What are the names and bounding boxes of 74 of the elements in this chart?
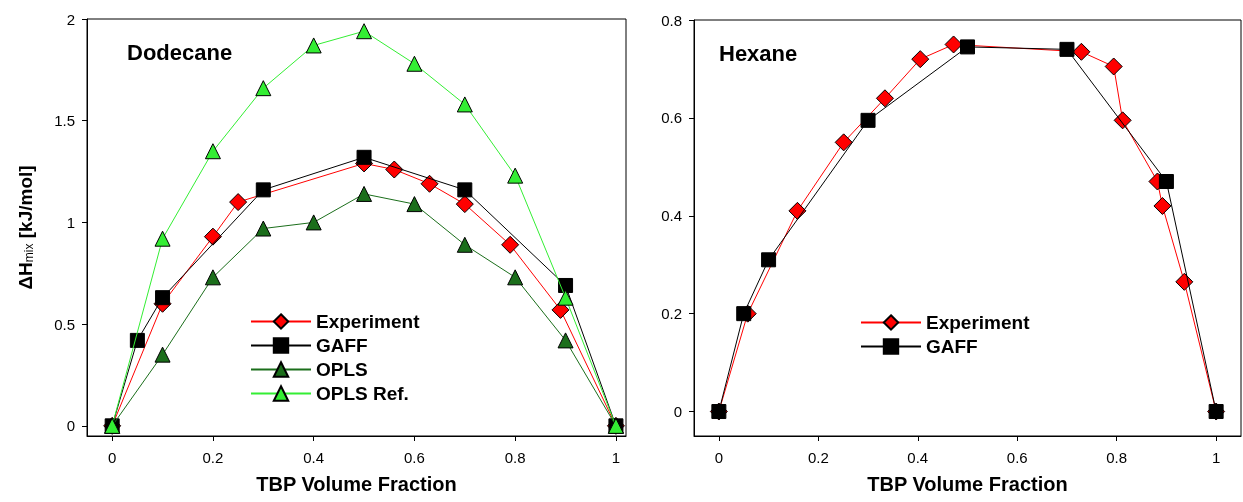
point: [255, 220, 272, 237]
x-tick-label: 0.4: [907, 449, 929, 466]
point: [129, 332, 145, 348]
point: [255, 80, 272, 97]
point: [834, 133, 853, 152]
legend-label: OPLS: [316, 359, 368, 380]
text: Dodecane: [127, 39, 233, 65]
point: [761, 252, 777, 268]
point: [154, 230, 171, 247]
point: [255, 182, 271, 198]
legend-label: GAFF: [926, 336, 978, 357]
point: [557, 289, 574, 306]
point: [875, 89, 894, 108]
point: [911, 50, 930, 69]
point: [1175, 272, 1194, 291]
x-tick-label: 0.8: [1106, 449, 1128, 466]
point: [154, 346, 171, 363]
point: [501, 235, 520, 254]
point: [1059, 41, 1075, 57]
point: [456, 236, 473, 253]
x-tick-label: 0.8: [504, 449, 526, 466]
text: Hexane: [719, 40, 798, 66]
x-tick-label: 0.2: [807, 449, 829, 466]
y-tick-label: 0.8: [661, 11, 682, 29]
point: [507, 167, 524, 184]
point: [305, 37, 322, 54]
y-tick-label: 1: [66, 213, 75, 231]
x-axis-title: TBP Volume Fraction: [256, 473, 457, 495]
y-tick-label: 0.6: [661, 109, 682, 127]
legend-label: OPLS Ref.: [316, 383, 409, 404]
point: [1153, 196, 1172, 215]
point: [356, 23, 373, 40]
legend-label: GAFF: [316, 335, 368, 356]
y-tick-label: 0.2: [661, 305, 682, 323]
y-tick-label: 0.5: [54, 315, 75, 333]
point: [788, 201, 807, 220]
point: [406, 55, 423, 72]
y-tick-label: 0: [673, 403, 682, 421]
x-tick-label: 0: [108, 449, 117, 466]
point: [229, 193, 248, 212]
y-tick-label: 0.4: [661, 207, 682, 225]
legend-label: Experiment: [316, 311, 421, 332]
point: [557, 332, 574, 349]
point: [356, 185, 373, 202]
x-axis-title: TBP Volume Fraction: [867, 473, 1068, 495]
point: [305, 214, 322, 231]
point: [1104, 57, 1123, 76]
x-tick-label: 0: [714, 449, 724, 466]
point: [455, 195, 474, 214]
x-tick-label: 1: [1211, 449, 1221, 466]
point: [1158, 174, 1174, 190]
x-tick-label: 0.6: [1006, 449, 1028, 466]
point: [204, 269, 221, 286]
x-tick-label: 0.2: [202, 449, 224, 466]
y-tick-label: 1.5: [54, 112, 75, 130]
point: [420, 174, 439, 193]
legend-label: Experiment: [926, 312, 1031, 333]
point: [860, 112, 876, 128]
y-tick-label: 2: [66, 10, 75, 28]
point: [155, 290, 171, 306]
point: [356, 149, 372, 165]
point: [406, 196, 423, 213]
point: [204, 143, 221, 160]
y-tick-label: 0: [66, 417, 75, 435]
point: [507, 269, 524, 286]
x-tick-label: 0.4: [303, 449, 325, 466]
x-tick-label: 1: [611, 449, 621, 466]
point: [1072, 42, 1091, 61]
x-tick-label: 0.6: [404, 449, 425, 466]
point: [736, 306, 752, 322]
point: [457, 182, 473, 198]
point: [456, 96, 473, 113]
point: [960, 39, 975, 55]
y-axis-title: ΔHmix [kJ/mol]: [14, 165, 36, 290]
